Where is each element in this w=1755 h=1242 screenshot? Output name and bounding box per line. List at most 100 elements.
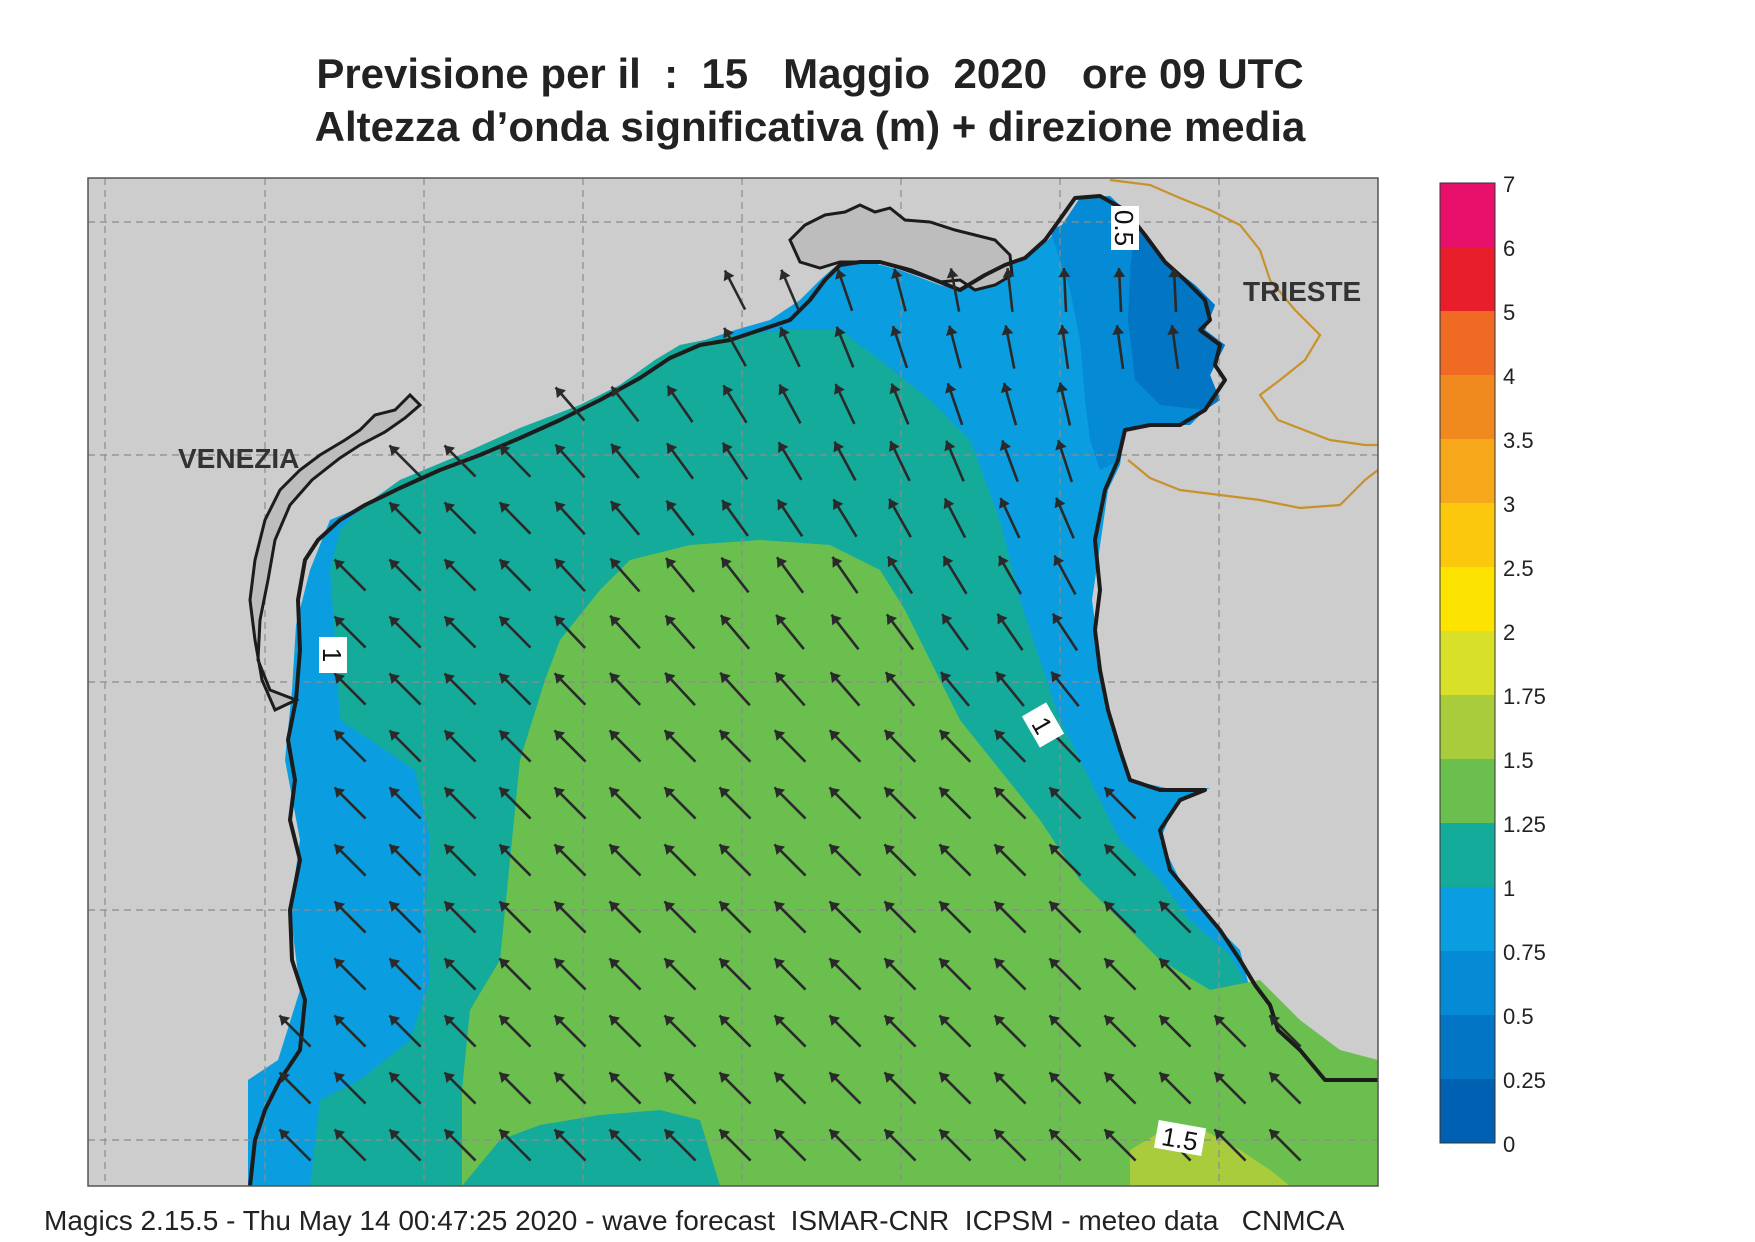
wave-direction-arrow (835, 268, 854, 312)
wave-direction-arrow (333, 672, 367, 706)
wave-direction-arrow (1058, 267, 1071, 313)
wave-direction-arrow (1053, 555, 1077, 595)
wave-direction-arrow (1158, 1071, 1192, 1105)
wave-direction-arrow (945, 382, 964, 426)
wave-direction-arrow (718, 1071, 752, 1105)
wave-direction-arrow (1268, 1071, 1302, 1105)
wave-direction-arrow (773, 1128, 807, 1162)
wave-direction-arrow (1112, 325, 1125, 369)
legend-swatch (1440, 695, 1495, 760)
wave-direction-arrow (608, 957, 642, 991)
wave-direction-arrow (553, 957, 587, 991)
national-border-south (1127, 459, 1378, 510)
wave-direction-arrow (443, 786, 477, 820)
legend-swatch (1440, 1015, 1495, 1080)
legend-swatch (1440, 823, 1495, 888)
wave-direction-arrow (553, 843, 587, 877)
wave-direction-arrow (498, 729, 532, 763)
legend-swatch (1440, 1079, 1495, 1144)
legend-tick-label: 2 (1503, 620, 1515, 645)
wave-direction-arrow (663, 1128, 697, 1162)
wave-direction-arrow (773, 786, 807, 820)
wave-direction-arrow (443, 615, 477, 649)
wave-direction-arrow (443, 957, 477, 991)
wave-direction-arrow (996, 613, 1024, 651)
wave-direction-arrow (608, 672, 642, 706)
wave-direction-arrow (333, 1128, 367, 1162)
wave-direction-arrow (1103, 843, 1137, 877)
wave-direction-arrow (388, 1128, 422, 1162)
wave-direction-arrow (883, 1014, 917, 1048)
contour-label-0.5: 0.5 (1109, 206, 1139, 250)
wave-direction-arrow (888, 440, 911, 482)
wave-direction-arrow (333, 900, 367, 934)
wave-direction-arrow (1113, 267, 1126, 313)
wave-direction-arrow (443, 843, 477, 877)
coastline (248, 194, 1378, 1186)
wave-direction-arrow (498, 900, 532, 934)
svg-text:0.5: 0.5 (1109, 210, 1139, 246)
wave-direction-arrow (554, 558, 586, 592)
wave-direction-arrow (828, 957, 862, 991)
wave-direction-arrow (388, 786, 422, 820)
wave-direction-arrow (1158, 957, 1192, 991)
wave-direction-arrow (498, 501, 532, 535)
wave-direction-arrow (938, 843, 972, 877)
wave-direction-arrow (718, 729, 752, 763)
wave-direction-arrow (388, 1014, 422, 1048)
wave-direction-arrow (834, 326, 855, 368)
wave-direction-arrow (498, 1128, 532, 1162)
wave-direction-arrow (1050, 670, 1080, 708)
wave-direction-arrow (774, 671, 806, 707)
wave-direction-arrow (773, 1014, 807, 1048)
wave-direction-arrow (608, 786, 642, 820)
wave-direction-arrows (278, 267, 1302, 1162)
wave-direction-arrow (663, 729, 697, 763)
national-border (1109, 178, 1378, 447)
wave-direction-arrow (1056, 382, 1072, 426)
wave-direction-arrow (944, 440, 965, 482)
wave-direction-arrow (608, 729, 642, 763)
wave-direction-arrow (333, 615, 367, 649)
wave-direction-arrow (777, 441, 803, 481)
wave-direction-arrow (1055, 439, 1074, 483)
wave-direction-arrow (666, 385, 694, 423)
wave-direction-arrow (938, 786, 972, 820)
wave-direction-arrow (1048, 843, 1082, 877)
wave-direction-arrow (993, 843, 1027, 877)
legend-swatch (1440, 311, 1495, 376)
wave-direction-arrow (831, 556, 859, 594)
wave-direction-arrow (828, 1128, 862, 1162)
wave-direction-arrow (938, 957, 972, 991)
wave-direction-arrow (721, 441, 749, 481)
wave-direction-arrow (942, 555, 968, 595)
wave-direction-arrow (946, 268, 961, 312)
wave-direction-arrow (553, 1071, 587, 1105)
legend-swatch (1440, 631, 1495, 696)
wave-direction-arrow (498, 444, 532, 478)
wave-direction-arrow (553, 786, 587, 820)
wave-direction-arrow (1103, 1071, 1137, 1105)
wave-direction-arrow (1103, 1014, 1137, 1048)
legend-tick-label: 3 (1503, 492, 1515, 517)
wave-direction-arrow (993, 900, 1027, 934)
wave-direction-arrow (773, 843, 807, 877)
legend-tick-label: 7 (1503, 172, 1515, 197)
wave-direction-arrow (1213, 1014, 1247, 1048)
legend-swatch (1440, 951, 1495, 1016)
wave-direction-arrow (388, 558, 422, 592)
wave-direction-arrow (664, 672, 696, 706)
wave-direction-arrow (993, 957, 1027, 991)
wave-direction-arrow (776, 498, 804, 538)
wave-direction-arrow (609, 557, 641, 593)
wave-direction-arrow (883, 957, 917, 991)
wave-direction-arrow (829, 671, 861, 707)
wave-direction-arrow (993, 1128, 1027, 1162)
wave-direction-arrow (333, 843, 367, 877)
wave-direction-arrow (938, 900, 972, 934)
wave-direction-arrow (388, 672, 422, 706)
sea-zone-0.25-0.5 (1128, 230, 1225, 410)
wave-direction-arrow (388, 957, 422, 991)
map-frame (87, 177, 1379, 1187)
wave-direction-arrow (663, 957, 697, 991)
